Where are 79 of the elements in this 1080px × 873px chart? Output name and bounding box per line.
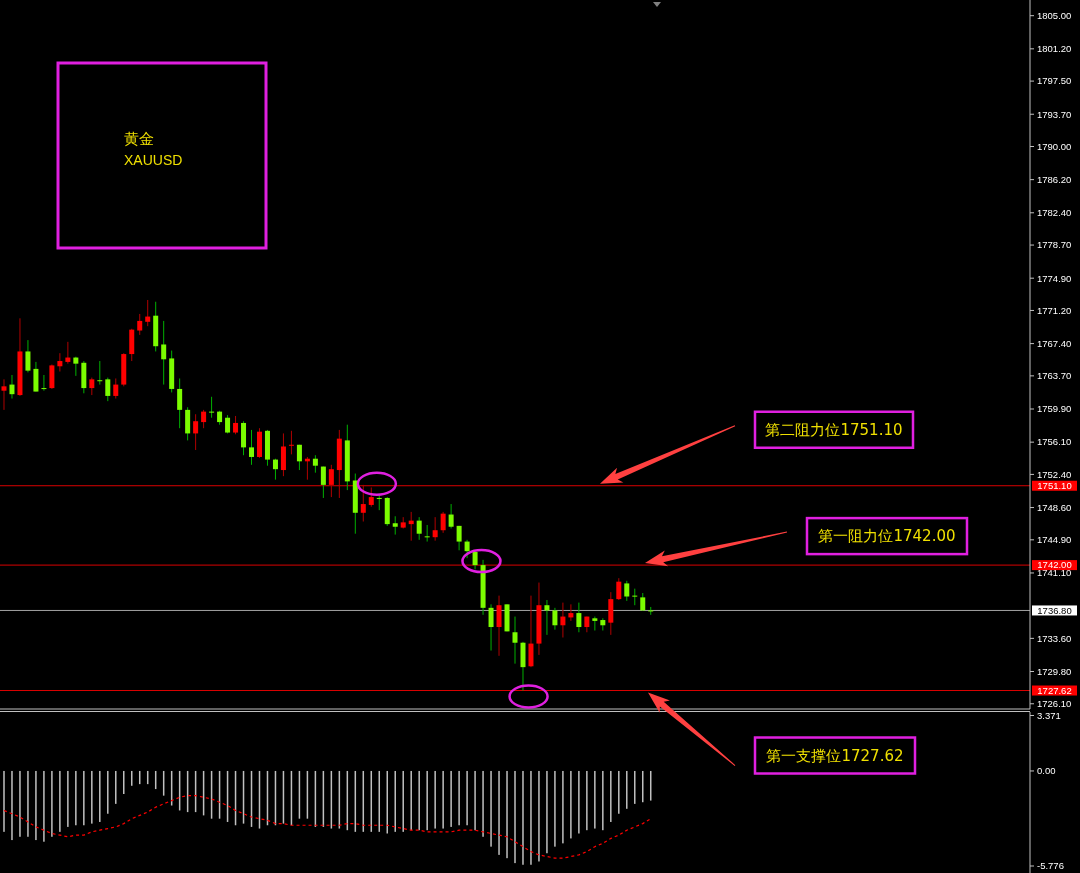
y-tick-label: 1748.60 — [1037, 501, 1072, 513]
y-tick-label: 1733.60 — [1037, 632, 1072, 644]
candlestick — [137, 313, 143, 336]
annotation: 第一支撑位1727.62 — [766, 746, 904, 765]
candlestick — [9, 374, 15, 400]
candlestick — [57, 352, 63, 373]
candlestick — [25, 339, 31, 373]
candlestick — [624, 580, 630, 602]
candlestick — [272, 458, 278, 481]
candlestick — [193, 413, 199, 451]
candlestick — [464, 539, 470, 559]
y-tick-label: 1759.90 — [1037, 403, 1072, 415]
annotation: 第一阻力位1742.00 — [818, 527, 956, 546]
candlestick — [105, 377, 111, 402]
candlestick — [209, 396, 215, 419]
y-tick-label: 1797.50 — [1037, 75, 1072, 87]
y-tick-label: 1726.10 — [1037, 698, 1072, 710]
y-tick-label: 1805.00 — [1037, 10, 1072, 22]
candlestick — [392, 515, 398, 536]
candlestick — [201, 409, 207, 429]
ref-line-label: 1751.10 — [1037, 480, 1072, 492]
y-tick-label: 1790.00 — [1037, 140, 1072, 152]
candlestick — [97, 360, 103, 386]
candlestick — [432, 516, 438, 542]
candlestick — [496, 595, 502, 657]
candlestick — [1, 378, 7, 411]
text: 黄金 — [124, 130, 154, 148]
candlestick — [416, 516, 422, 541]
y-tick-label: 1763.70 — [1037, 370, 1072, 382]
candlestick — [288, 430, 294, 455]
candlestick — [73, 356, 79, 377]
candlestick — [488, 603, 494, 652]
y-tick-label: 1767.40 — [1037, 337, 1072, 349]
candlestick — [65, 341, 71, 365]
candlestick — [528, 595, 534, 668]
candlestick — [576, 602, 582, 633]
y-tick-label: 1756.10 — [1037, 436, 1072, 448]
y-tick-label: 0.00 — [1037, 765, 1056, 777]
candlestick — [456, 525, 462, 551]
y-tick-label: 1729.80 — [1037, 665, 1072, 677]
candlestick — [33, 361, 39, 393]
candlestick — [233, 415, 239, 435]
y-tick-label: 1793.70 — [1037, 108, 1072, 120]
candlestick — [320, 466, 326, 499]
candlestick — [568, 603, 574, 622]
candlestick — [145, 299, 151, 327]
candlestick — [249, 429, 255, 466]
candlestick — [560, 602, 566, 638]
candlestick — [552, 607, 558, 631]
ref-line-label: 1727.62 — [1037, 684, 1072, 696]
candlestick — [296, 444, 302, 471]
candlestick — [512, 616, 518, 665]
y-tick-label: 1752.40 — [1037, 468, 1072, 480]
candlestick — [280, 432, 286, 477]
candlestick — [49, 364, 55, 390]
y-tick-label: 1778.70 — [1037, 239, 1072, 251]
candlestick — [41, 374, 47, 392]
candlestick — [440, 511, 446, 534]
candlestick — [608, 591, 614, 636]
candlestick — [424, 524, 430, 543]
y-tick-label: 3.371 — [1037, 709, 1061, 721]
y-tick-label: 1774.90 — [1037, 272, 1072, 284]
candlestick — [448, 503, 454, 529]
candlestick — [185, 406, 191, 441]
y-tick-label: 1786.20 — [1037, 173, 1072, 185]
candlestick — [616, 577, 622, 601]
annotation: 第二阻力位1751.10 — [765, 421, 903, 439]
y-tick-label: -5.776 — [1037, 860, 1064, 872]
candlestick — [544, 599, 550, 636]
y-tick-label: 1782.40 — [1037, 207, 1072, 219]
ref-line-label: 1736.80 — [1037, 604, 1072, 616]
line-series — [3, 795, 652, 859]
candlestick — [161, 320, 167, 386]
y-tick-label: 1801.20 — [1037, 43, 1072, 55]
text: XAUUSD — [124, 152, 183, 168]
y-tick-label: 1744.90 — [1037, 534, 1072, 546]
candlestick — [177, 377, 183, 429]
candlestick — [113, 377, 119, 400]
y-tick-label: 1771.20 — [1037, 304, 1072, 316]
